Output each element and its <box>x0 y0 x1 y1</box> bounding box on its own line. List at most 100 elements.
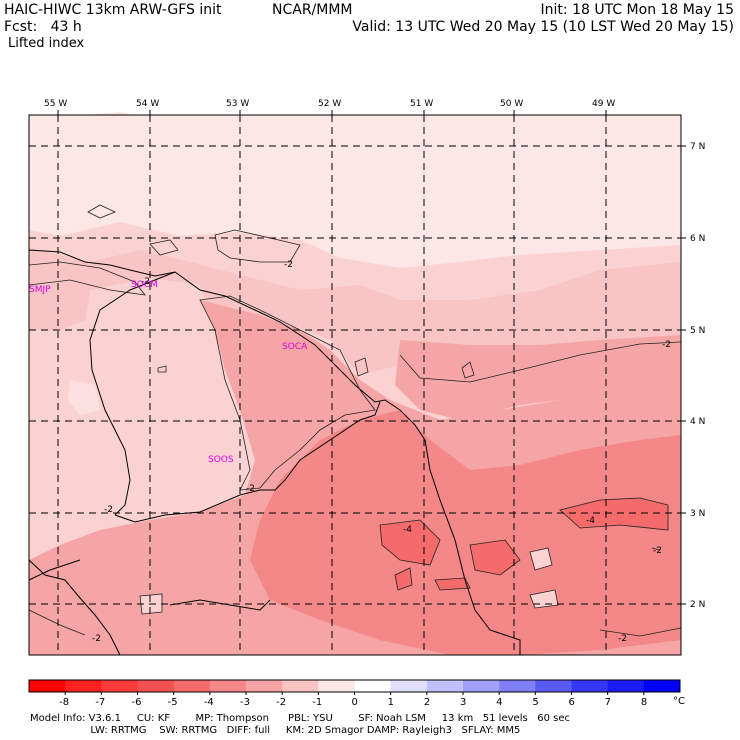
colorbar-tick-label: -2 <box>276 697 286 708</box>
colorbar-swatch <box>282 680 319 692</box>
shade-minus4-pocket <box>395 568 412 590</box>
border-suriname-south <box>114 479 286 523</box>
contour-line <box>199 295 376 491</box>
colorbar-tick-label: -8 <box>59 697 69 708</box>
lon-label: 51 W <box>410 99 433 109</box>
contour-line <box>214 229 301 263</box>
field-name: Lifted index <box>8 36 85 51</box>
contour-line <box>28 609 86 636</box>
contour-line <box>399 341 682 383</box>
station-label: SOOS <box>208 455 234 465</box>
contour-line <box>559 497 669 531</box>
colorbar-swatch <box>65 680 102 692</box>
contour-line <box>379 519 441 566</box>
contour-line <box>139 593 163 615</box>
shade-light-pocket <box>530 548 552 570</box>
colorbar-swatch <box>209 680 247 692</box>
contour-line <box>461 361 475 379</box>
contour-line <box>434 577 471 591</box>
colorbar-swatch <box>318 680 355 692</box>
colorbar-swatch <box>246 680 283 692</box>
contour-label: -2 <box>104 505 113 515</box>
colorbar-swatch <box>499 680 536 692</box>
shade-minus2-northeast <box>395 335 681 420</box>
map-frame <box>28 114 682 656</box>
contour-label: -2 <box>653 546 662 556</box>
colorbar-swatch <box>390 680 428 692</box>
colorbar-labels: -8 -7 -6 -5 -4 -3 -2 -1 0 1 2 3 4 5 6 7 8 <box>59 697 647 708</box>
colorbar-tick-label: 3 <box>460 697 466 708</box>
contour-line <box>529 547 553 571</box>
model-info-line1: Model Info: V3.6.1 CU: KF MP: Thompson P… <box>30 713 570 724</box>
model-title: HAIC-HIWC 13km ARW-GFS init <box>4 2 222 18</box>
contour-lines <box>28 204 682 637</box>
contour-line <box>87 204 117 219</box>
lat-label: 5 N <box>690 326 705 336</box>
contour-value-labels: -2 -2 -2 -2 -2 -2 -2 -2 -4 -4 <box>92 260 671 644</box>
station-label: SOCA <box>282 342 308 352</box>
frame-ticks <box>57 110 686 605</box>
colorbar-swatch <box>607 680 645 692</box>
contour-line <box>354 357 369 377</box>
colorbar-swatch <box>535 680 572 692</box>
contour-label: -2 <box>246 484 255 494</box>
lat-label: 4 N <box>690 417 705 427</box>
colorbar-unit: °C <box>673 696 685 707</box>
colorbar-tick-label: -6 <box>132 697 142 708</box>
colorbar-tick-label: -7 <box>95 697 105 708</box>
border-guiana <box>284 401 381 481</box>
contour-line <box>28 261 146 296</box>
colorbar-tick-label: 1 <box>388 697 394 708</box>
contour-line <box>651 547 661 551</box>
shade-land-patch <box>68 380 100 415</box>
colorbar-swatch <box>137 680 175 692</box>
lon-label: 54 W <box>136 99 159 109</box>
river-west <box>28 559 81 581</box>
organization: NCAR/MMM <box>272 2 353 18</box>
colorbar-tick-label: 2 <box>424 697 430 708</box>
lat-label: 3 N <box>690 509 705 519</box>
coastline-borders <box>28 249 521 656</box>
colorbar-tick-label: -4 <box>204 697 214 708</box>
contour-label: -2 <box>141 277 150 287</box>
shade-minus4-pocket <box>380 520 440 565</box>
shade-minus4-pocket <box>560 498 668 530</box>
colorbar-tick-label: 6 <box>569 697 575 708</box>
lon-label: 49 W <box>592 99 615 109</box>
contour-line <box>149 239 179 256</box>
colorbar-tick-label: -5 <box>168 697 178 708</box>
lon-label: 53 W <box>226 99 249 109</box>
contour-label: -2 <box>92 634 101 644</box>
contour-line <box>157 365 167 373</box>
contour-line <box>469 539 521 576</box>
shade-minus3-zone <box>250 410 681 655</box>
colorbar-tick-label: 0 <box>352 697 358 708</box>
colorbar-swatch <box>354 680 392 692</box>
colorbar-tick-label: -1 <box>312 697 322 708</box>
lon-label: 55 W <box>44 99 67 109</box>
init-time: Init: 18 UTC Mon 18 May 15 <box>540 2 734 18</box>
contour-label: -2 <box>284 260 293 270</box>
coastline <box>28 249 521 655</box>
contour-label: -4 <box>403 525 412 535</box>
contour-line <box>599 627 682 637</box>
shade-land-interior <box>80 278 250 520</box>
latitude-labels: 7 N 6 N 5 N 4 N 3 N 2 N <box>690 142 705 610</box>
valid-time: Valid: 13 UTC Wed 20 May 15 (10 LST Wed … <box>352 19 734 35</box>
lat-label: 6 N <box>690 234 705 244</box>
colorbar-swatch <box>101 680 138 692</box>
colorbar-swatch <box>29 680 66 692</box>
colorbar <box>28 679 681 695</box>
station-label: SOCM <box>131 280 158 290</box>
colorbar-tick-label: 5 <box>532 697 538 708</box>
colorbar-swatch <box>643 680 681 692</box>
colorbar-swatch <box>463 680 500 692</box>
lon-label: 50 W <box>500 99 523 109</box>
graticule <box>29 115 681 655</box>
shade-minus4-pocket <box>435 578 470 590</box>
colorbar-swatch <box>426 680 464 692</box>
border-suriname-west <box>89 271 176 516</box>
colorbar-tick-label: 4 <box>496 697 502 708</box>
contour-label: -2 <box>662 340 671 350</box>
